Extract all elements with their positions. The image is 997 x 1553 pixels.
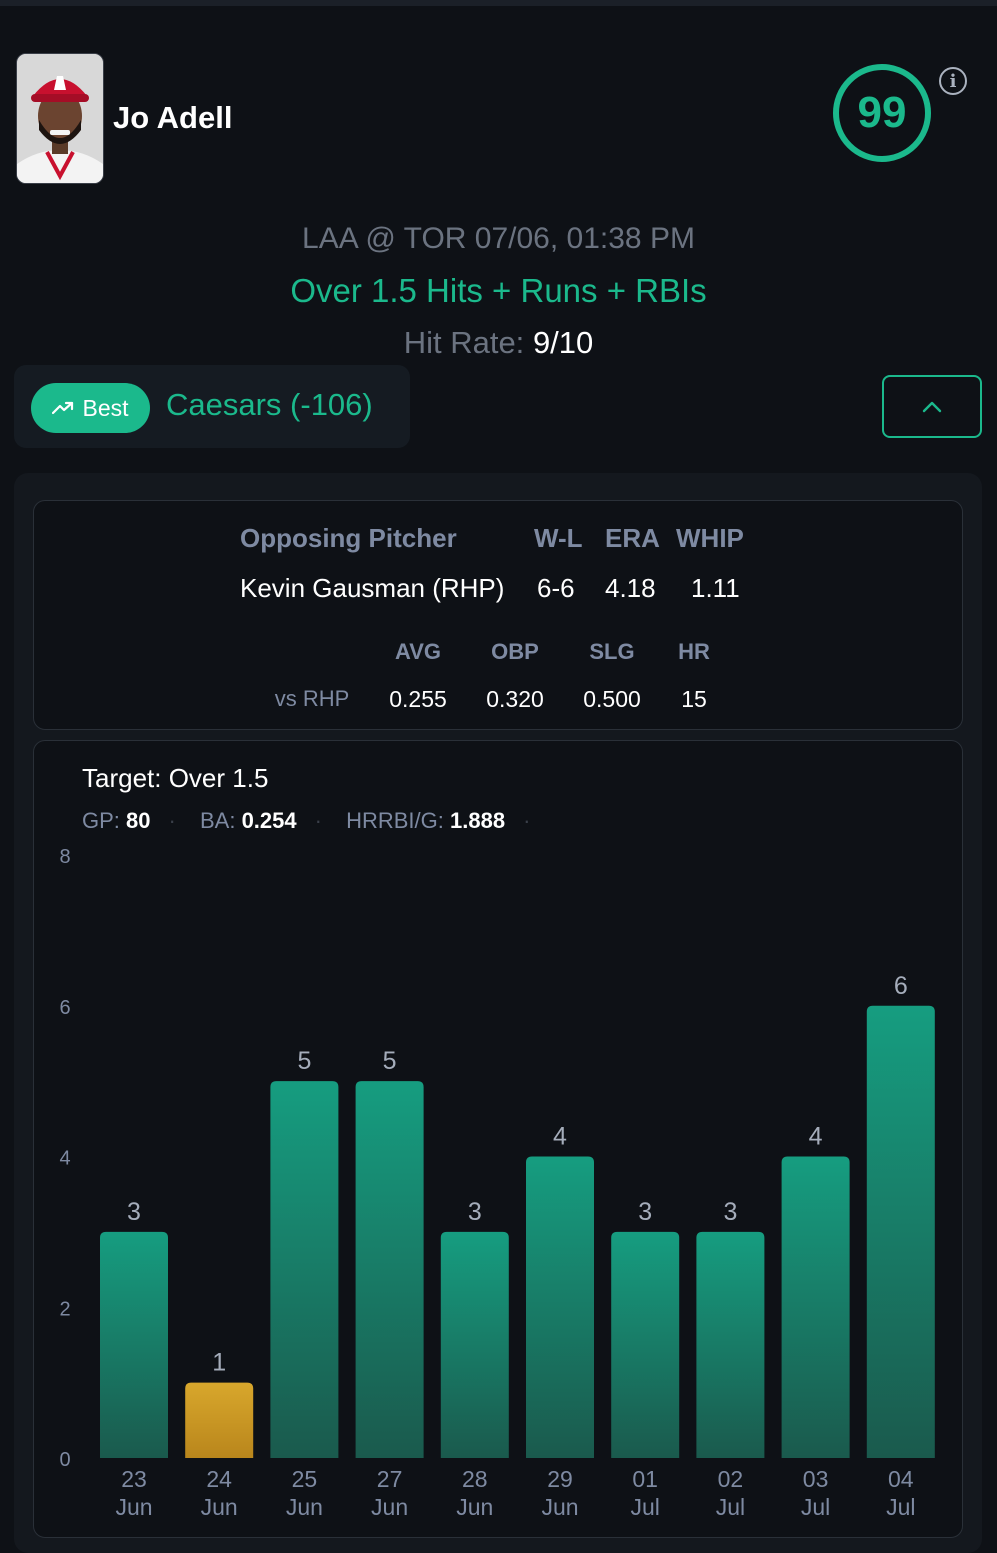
player-avatar: [16, 53, 104, 184]
y-tick-label: 4: [59, 1148, 70, 1170]
x-tick-month: Jun: [201, 1494, 238, 1520]
player-name: Jo Adell: [113, 100, 233, 135]
summary-stats: GP: 80 · BA: 0.254 · HRRBI/G: 1.888 ·: [82, 808, 531, 833]
bar-value-label: 3: [638, 1198, 652, 1226]
bar: [100, 1231, 168, 1458]
y-tick-label: 8: [59, 846, 70, 868]
whip-header: WHIP: [676, 523, 744, 553]
best-book-box[interactable]: Best Caesars (-106): [14, 365, 410, 448]
split-hr: 15: [681, 686, 707, 712]
x-tick-day: 01: [632, 1466, 658, 1492]
hit-rate-value: 9/10: [532, 325, 594, 360]
pitcher-whip: 1.11: [691, 573, 740, 603]
bar-value-label: 3: [468, 1198, 482, 1226]
bar-value-label: 5: [383, 1047, 397, 1075]
x-tick-month: Jun: [371, 1494, 408, 1520]
pitcher-wl: 6-6: [537, 573, 575, 603]
split-avg: 0.255: [389, 686, 447, 712]
wl-header: W-L: [534, 523, 583, 553]
bar-value-label: 1: [212, 1349, 226, 1377]
bar-value-label: 4: [553, 1123, 567, 1151]
bar-value-label: 4: [809, 1123, 823, 1151]
bar: [185, 1382, 254, 1458]
x-tick-month: Jun: [286, 1494, 323, 1520]
x-tick-day: 24: [206, 1466, 232, 1492]
x-tick-day: 03: [803, 1466, 829, 1492]
bar: [355, 1081, 424, 1458]
hit-rate: Hit Rate: 9/10: [0, 325, 997, 361]
bar: [270, 1081, 339, 1458]
bar: [440, 1231, 509, 1458]
y-tick-label: 0: [59, 1449, 70, 1471]
best-badge: Best: [31, 383, 150, 433]
bar: [866, 1005, 935, 1458]
bar-value-label: 3: [723, 1198, 737, 1226]
x-tick-day: 27: [377, 1466, 403, 1492]
ba-label: BA:: [199, 808, 236, 833]
pitcher-era: 4.18: [605, 573, 656, 603]
ba-value: 0.254: [241, 808, 297, 833]
x-tick-day: 02: [718, 1466, 744, 1492]
score-value: 99: [857, 88, 907, 137]
avg-header: AVG: [394, 639, 442, 664]
x-tick-day: 23: [121, 1466, 147, 1492]
bar: [781, 1156, 850, 1458]
trending-up-icon: [52, 401, 74, 415]
bar: [696, 1231, 765, 1458]
game-matchup: LAA @ TOR 07/06, 01:38 PM: [302, 222, 695, 255]
split-obp: 0.320: [486, 686, 544, 712]
collapse-button[interactable]: [882, 375, 982, 438]
obp-header: OBP: [491, 639, 539, 664]
slg-header: SLG: [589, 639, 635, 664]
gp-label: GP:: [82, 808, 120, 833]
opposing-pitcher-card: Opposing Pitcher W-L ERA WHIP Kevin Gaus…: [33, 500, 963, 730]
era-header: ERA: [605, 523, 660, 553]
confidence-score: 99: [833, 64, 931, 162]
x-tick-month: Jun: [456, 1494, 493, 1520]
x-tick-month: Jun: [541, 1494, 578, 1520]
x-tick-month: Jul: [886, 1494, 915, 1520]
x-tick-month: Jul: [716, 1494, 745, 1520]
hrrbi-label: HRRBI/G:: [346, 808, 444, 833]
pitcher-name: Kevin Gausman (RHP): [240, 573, 505, 603]
x-tick-month: Jun: [115, 1494, 152, 1520]
bar-value-label: 3: [127, 1198, 141, 1226]
best-badge-label: Best: [82, 394, 129, 421]
x-tick-day: 29: [547, 1466, 573, 1492]
split-label: vs RHP: [274, 686, 350, 711]
hrrbi-value: 1.888: [450, 808, 506, 833]
prop-line: Over 1.5 Hits + Runs + RBIs: [290, 272, 707, 309]
sportsbook-odds: Caesars (-106): [166, 387, 373, 422]
x-tick-month: Jul: [630, 1494, 659, 1520]
top-border: [0, 0, 997, 6]
hr-header: HR: [678, 639, 710, 664]
y-tick-label: 6: [59, 997, 70, 1019]
gp-value: 80: [126, 808, 151, 833]
x-tick-month: Jul: [801, 1494, 830, 1520]
chevron-up-icon: [922, 401, 942, 412]
target-label: Target: Over 1.5: [82, 763, 269, 793]
x-tick-day: 04: [888, 1466, 914, 1492]
x-tick-day: 28: [462, 1466, 488, 1492]
split-slg: 0.500: [583, 686, 641, 712]
x-tick-day: 25: [292, 1466, 318, 1492]
pitcher-header: Opposing Pitcher: [240, 523, 457, 553]
bar-value-label: 5: [297, 1047, 311, 1075]
y-tick-label: 2: [59, 1298, 70, 1320]
info-icon[interactable]: i: [939, 67, 967, 95]
bar: [526, 1156, 594, 1458]
bar: [611, 1231, 680, 1458]
bar-value-label: 6: [894, 972, 908, 1000]
hit-rate-label: Hit Rate:: [403, 325, 525, 360]
